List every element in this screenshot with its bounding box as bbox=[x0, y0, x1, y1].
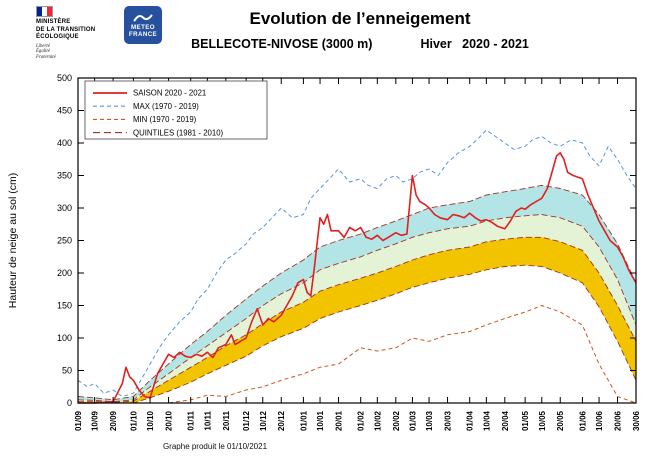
x-axis-tick-label: 10/11 bbox=[203, 410, 212, 430]
quintile-band-q4-q3 bbox=[78, 185, 636, 402]
x-axis-tick-label: 20/03 bbox=[444, 410, 453, 431]
x-axis-tick-label: 10/12 bbox=[259, 410, 268, 431]
ministry-name-line: DE LA TRANSITION bbox=[36, 26, 96, 33]
x-axis-tick-label: 20/06 bbox=[614, 410, 623, 431]
y-axis-tick-label: 450 bbox=[57, 106, 72, 116]
x-axis-tick-label: 20/04 bbox=[501, 410, 510, 431]
legend-label-saison: SAISON 2020 - 2021 bbox=[133, 89, 206, 98]
quintile-band-q2-q1 bbox=[78, 237, 636, 403]
motto-line: Liberté bbox=[36, 43, 50, 49]
quintile-boundary-q3 bbox=[77, 214, 637, 403]
meteo-france-word: FRANCE bbox=[128, 31, 158, 38]
meteo-france-logo: METEO FRANCE bbox=[124, 6, 162, 44]
quintile-boundary-q1 bbox=[78, 264, 637, 404]
ministry-motto: Liberté Égalité Fraternité bbox=[36, 44, 114, 62]
x-axis-tick-label: 10/05 bbox=[538, 410, 547, 431]
saison-line bbox=[78, 152, 637, 404]
x-axis-tick-label: 20/11 bbox=[222, 410, 231, 430]
x-axis-tick-label: 01/10 bbox=[129, 410, 138, 431]
x-axis-tick-label: 10/03 bbox=[425, 410, 434, 431]
header: MINISTÈRE DE LA TRANSITION ÉCOLOGIQUE Li… bbox=[0, 0, 650, 70]
x-axis-tick-label: 01/04 bbox=[466, 410, 475, 431]
y-axis-tick-label: 0 bbox=[67, 398, 72, 408]
x-axis-tick-label: 20/01 bbox=[335, 410, 344, 431]
ministry-logo: MINISTÈRE DE LA TRANSITION ÉCOLOGIQUE Li… bbox=[36, 6, 114, 61]
motto-line: Égalité bbox=[36, 49, 50, 55]
legend-label-min: MIN (1970 - 2019) bbox=[133, 115, 197, 124]
y-axis-tick-label: 150 bbox=[57, 301, 72, 311]
ministry-name-line: ÉCOLOGIQUE bbox=[36, 34, 79, 40]
y-axis-tick-label: 500 bbox=[57, 73, 72, 83]
snow-depth-chart: 0 50 100 150 200 250 300 350 400 450 500 01/09 10/09… bbox=[7, 73, 641, 431]
season-label: Hiver 2020 - 2021 bbox=[420, 37, 529, 51]
x-axis-tick-label: 01/12 bbox=[242, 410, 251, 431]
legend-label-quintiles: QUINTILES (1981 - 2010) bbox=[133, 128, 224, 137]
y-axis-tick-label: 100 bbox=[57, 333, 72, 343]
page-title: Evolution de l’enneigement bbox=[249, 9, 471, 28]
x-axis-tick-label: 20/09 bbox=[109, 410, 118, 431]
meteo-france-wordmark: METEO FRANCE bbox=[129, 24, 157, 38]
x-axis-tick-label: 01/02 bbox=[357, 410, 366, 431]
y-axis-tick-label: 200 bbox=[57, 268, 72, 278]
x-axis-tick-label: 01/09 bbox=[74, 410, 83, 431]
chart-caption: Graphe produit le 01/10/2021 bbox=[162, 442, 268, 451]
legend-box bbox=[84, 80, 268, 140]
x-axis-tick-label: 30/06 bbox=[632, 410, 641, 431]
y-axis-tick-label: 300 bbox=[57, 203, 72, 213]
x-axis-tick-label: 10/02 bbox=[373, 410, 382, 431]
y-axis-tick-label: 50 bbox=[62, 366, 72, 376]
x-axis-tick-label: 01/06 bbox=[578, 410, 587, 431]
x-axis-tick-label: 01/01 bbox=[299, 410, 308, 431]
x-axis-tick-label: 10/01 bbox=[316, 410, 325, 431]
x-axis-tick-label: 10/09 bbox=[91, 410, 100, 431]
x-axis-tick-label: 01/11 bbox=[187, 410, 196, 430]
subtitle: BELLECOTE-NIVOSE (3000 m) Hiver 2020 - 2… bbox=[130, 37, 590, 51]
max-line bbox=[77, 129, 637, 397]
quintile-boundary-q4 bbox=[77, 184, 637, 401]
min-line bbox=[78, 305, 637, 404]
y-axis-title: Hauteur de neige au sol (cm) bbox=[7, 173, 19, 308]
x-axis-tick-label: 10/04 bbox=[482, 410, 491, 431]
x-axis-tick-label: 20/05 bbox=[556, 410, 565, 431]
y-axis-tick-label: 250 bbox=[57, 236, 72, 246]
title-block: Evolution de l’enneigement BELLECOTE-NIV… bbox=[130, 9, 590, 51]
meteo-france-word: METEO bbox=[130, 23, 155, 31]
quintile-band-q3-q2 bbox=[78, 214, 636, 403]
x-axis-tick-label: 10/06 bbox=[595, 410, 604, 431]
x-axis-tick-label: 20/12 bbox=[277, 410, 286, 431]
x-axis-tick-label: 10/10 bbox=[146, 410, 155, 431]
logo-group: MINISTÈRE DE LA TRANSITION ÉCOLOGIQUE Li… bbox=[36, 6, 162, 61]
x-axis-tick-label: 20/02 bbox=[392, 410, 401, 431]
meteo-france-icon bbox=[133, 14, 153, 22]
motto-line: Fraternité bbox=[36, 55, 56, 61]
ministry-name-line: MINISTÈRE bbox=[36, 19, 71, 25]
x-axis-tick-label: 01/05 bbox=[521, 410, 530, 431]
french-flag-icon bbox=[36, 6, 53, 17]
quintile-boundary-q2 bbox=[78, 236, 637, 403]
x-axis-tick-label: 01/03 bbox=[408, 410, 417, 431]
legend-label-max: MAX (1970 - 2019) bbox=[133, 102, 199, 111]
y-axis-tick-label: 350 bbox=[57, 171, 72, 181]
y-axis-tick-label: 400 bbox=[57, 138, 72, 148]
station-name: BELLECOTE-NIVOSE (3000 m) bbox=[191, 37, 373, 51]
x-axis-tick-label: 20/10 bbox=[165, 410, 174, 431]
